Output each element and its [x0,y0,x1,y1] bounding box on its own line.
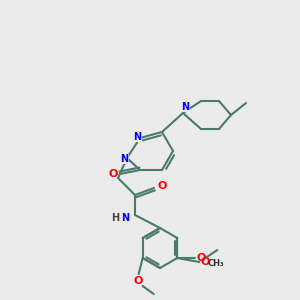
Text: O: O [201,257,210,267]
Text: N: N [133,132,141,142]
Text: O: O [108,169,118,179]
Text: N: N [181,102,189,112]
Text: N: N [120,154,128,164]
Text: CH₃: CH₃ [208,259,225,268]
Text: O: O [196,253,206,263]
Text: N: N [121,213,129,223]
Text: H: H [111,213,119,223]
Text: O: O [134,276,143,286]
Text: O: O [157,181,167,191]
